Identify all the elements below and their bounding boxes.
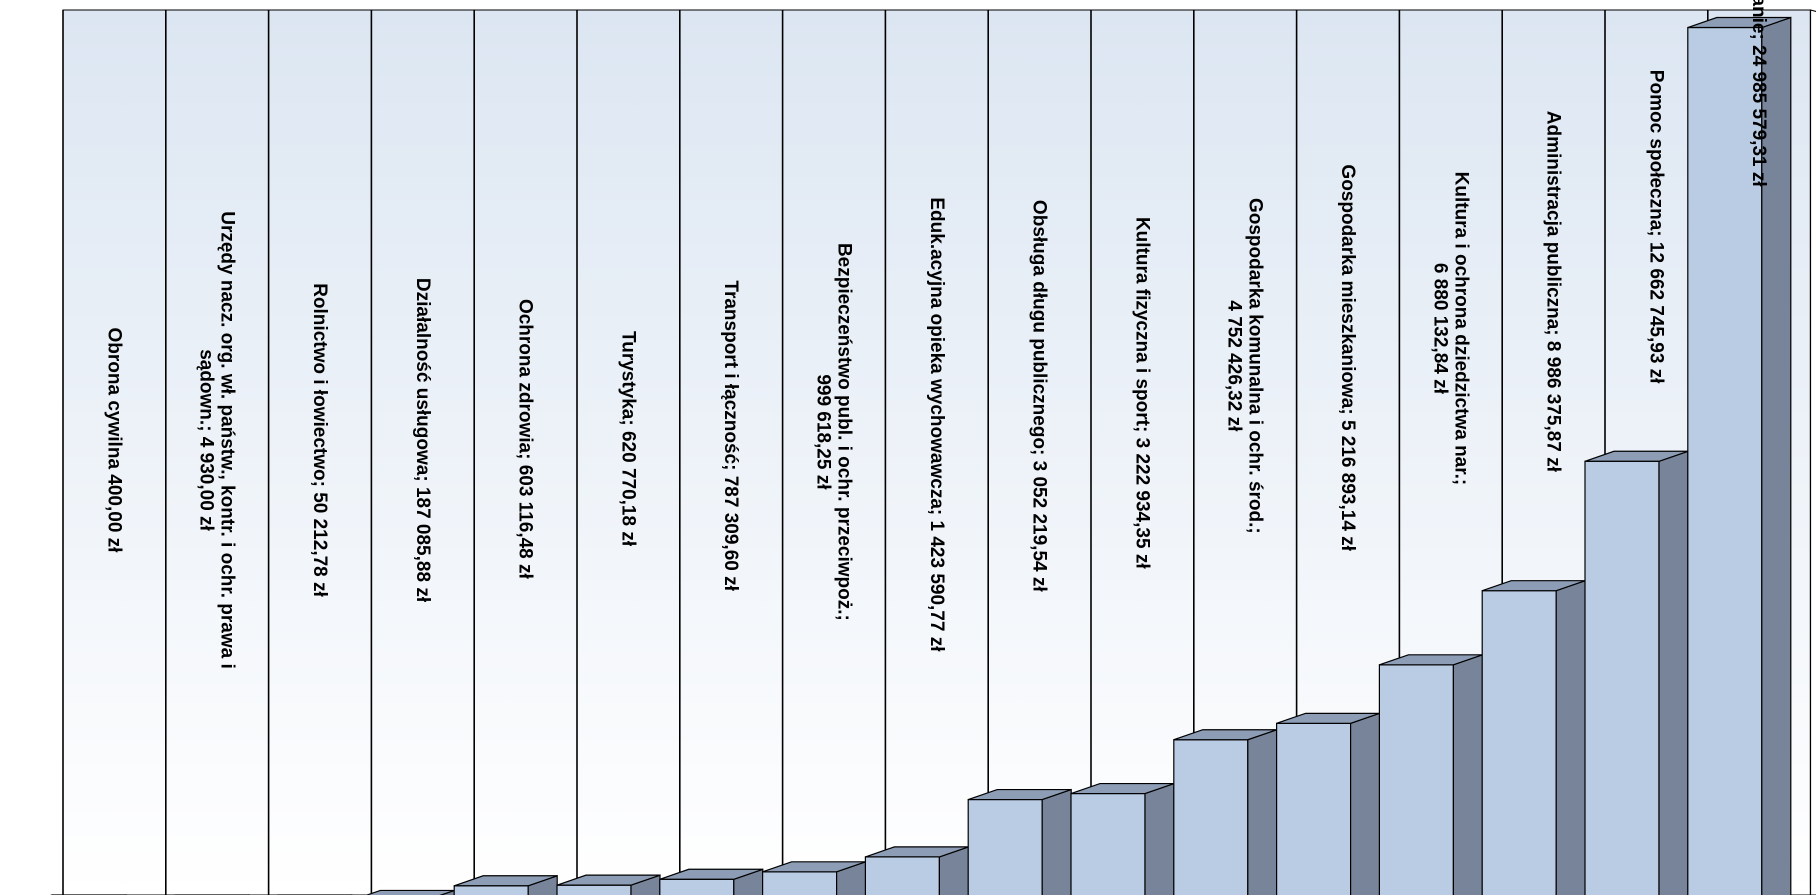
data-label-11: Kultura fizyczna i sport; 3 222 934,35 z… bbox=[1131, 217, 1152, 569]
data-label-10: Obsługa długu publicznego; 3 052 219,54 … bbox=[1029, 200, 1050, 592]
bar-front bbox=[659, 878, 735, 895]
bar-top bbox=[454, 875, 558, 887]
data-label-6: Turystyka; 620 770,18 zł bbox=[617, 331, 638, 547]
data-label-9: Eduk.acyjna opieka wychowawcza; 1 423 59… bbox=[926, 197, 947, 652]
bar-front bbox=[453, 885, 529, 895]
bar-front bbox=[761, 871, 838, 895]
bar-7 bbox=[659, 868, 764, 895]
chart-side-wall bbox=[1810, 9, 1816, 895]
data-label-8: Bezpieczeństwo publ. i ochr. przeciwpoż.… bbox=[813, 243, 855, 621]
bar-5 bbox=[453, 874, 558, 895]
bar-11 bbox=[1070, 782, 1175, 895]
data-label-14: Kultura i ochrona dziedzictwa nar.;6 880… bbox=[1429, 172, 1471, 486]
bar-17 bbox=[1687, 16, 1792, 895]
bar-14 bbox=[1378, 653, 1484, 895]
category-dividers bbox=[62, 9, 1816, 895]
bar-side bbox=[1452, 653, 1484, 895]
data-label-7: Transport i łączność; 787 309,60 zł bbox=[720, 280, 741, 591]
bar-side bbox=[1144, 782, 1175, 895]
bar-16 bbox=[1584, 450, 1689, 895]
bar-top bbox=[659, 868, 763, 880]
bar-15 bbox=[1481, 579, 1586, 895]
bar-front bbox=[1070, 792, 1146, 895]
bar-8 bbox=[761, 860, 867, 895]
bar-12 bbox=[1173, 728, 1278, 895]
data-label-2: Urzędy nacz. org. wł. państw., kontr. i … bbox=[196, 211, 238, 669]
data-label-5: Ochrona zdrowia; 603 116,48 zł bbox=[515, 299, 536, 580]
bar-front bbox=[1481, 590, 1557, 895]
bar-side bbox=[1041, 788, 1072, 895]
bar-front bbox=[1584, 460, 1660, 895]
bar-front bbox=[556, 884, 632, 895]
data-label-15: Administracja publiczna; 8 986 375,87 zł bbox=[1543, 111, 1564, 473]
bar-side bbox=[1349, 712, 1381, 895]
bar-side bbox=[1247, 728, 1278, 895]
bar-front bbox=[1687, 26, 1763, 895]
data-label-4: Działalność usługowa; 187 085,88 zł bbox=[412, 278, 433, 603]
data-label-12: Gospodarka komunalna i ochr. środ.;4 752… bbox=[1224, 198, 1266, 534]
bar-top bbox=[1687, 16, 1791, 29]
bar-top bbox=[556, 874, 661, 886]
data-label-17: Oświata i wychowanie; 24 985 579,31 zł bbox=[1748, 0, 1769, 187]
bar-front bbox=[1275, 722, 1352, 895]
bar-front bbox=[967, 798, 1043, 895]
bar-6 bbox=[556, 874, 661, 895]
data-label-3: Rolnictwo i łowiectwo; 50 212,78 zł bbox=[309, 283, 330, 597]
bar-front bbox=[1173, 739, 1249, 895]
bar-front bbox=[1378, 664, 1455, 895]
bar-side bbox=[1658, 450, 1689, 895]
data-label-1: Obrona cywilna 400,00 zł bbox=[103, 328, 124, 554]
data-labels: Obrona cywilna 400,00 zł Urzędy nacz. org… bbox=[103, 0, 1769, 669]
bar-9 bbox=[864, 846, 970, 895]
data-label-13: Gospodarka mieszkaniowa; 5 216 893,14 zł bbox=[1337, 164, 1358, 551]
data-label-16: Pomoc społeczna; 12 662 745,93 zł bbox=[1645, 70, 1666, 384]
bar-10 bbox=[967, 788, 1072, 895]
bar-13 bbox=[1275, 712, 1381, 895]
bar-front bbox=[864, 856, 941, 895]
bar-side bbox=[1555, 579, 1586, 895]
bar-top bbox=[968, 788, 1072, 801]
bars bbox=[50, 16, 1792, 895]
